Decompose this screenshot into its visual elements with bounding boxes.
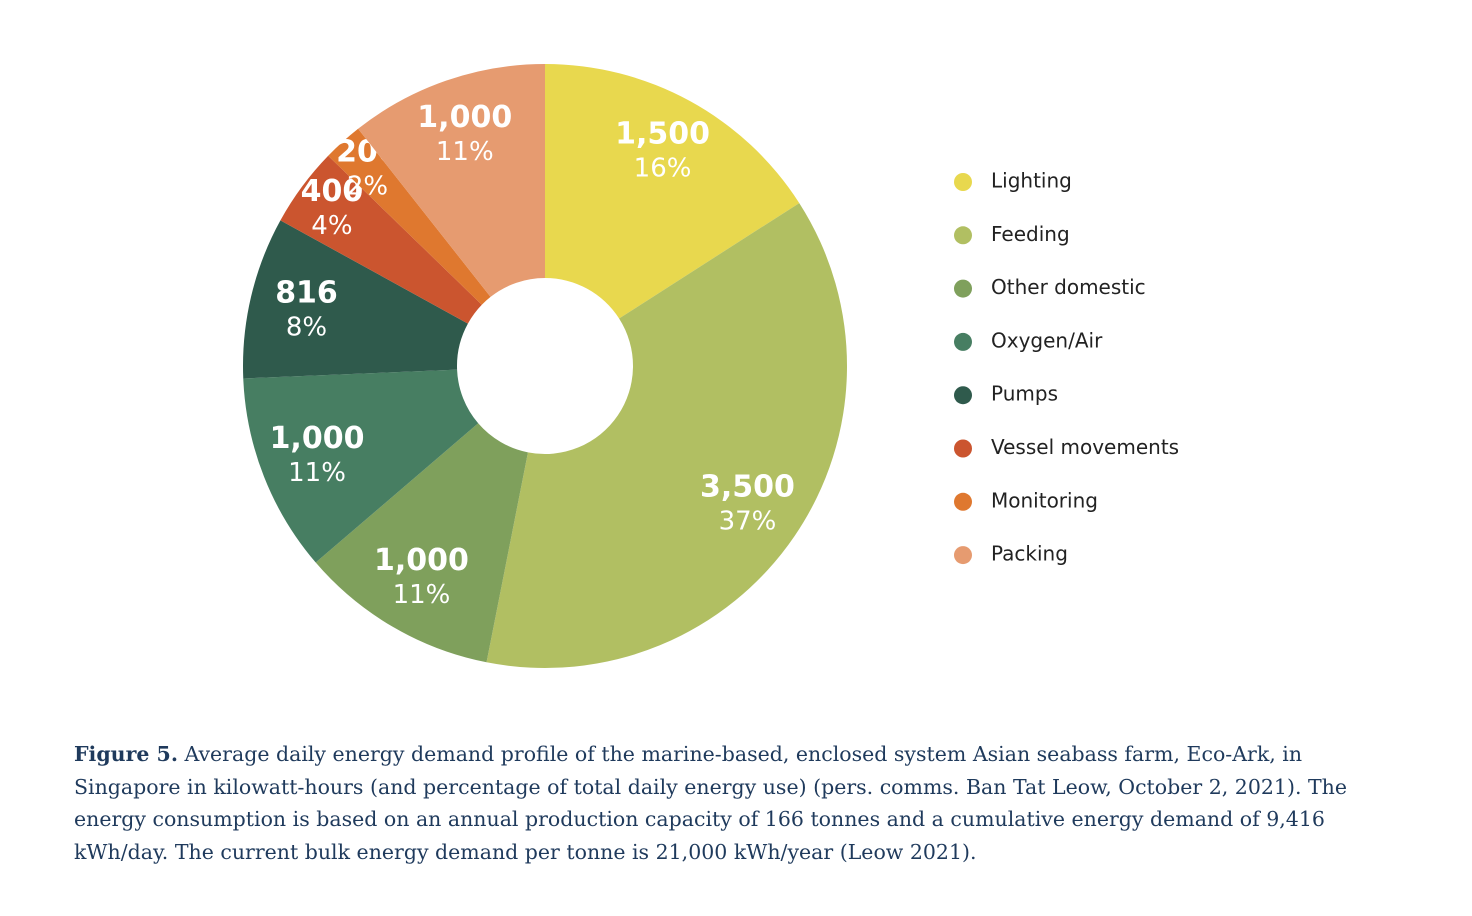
caption: Average daily energy demand profile of t… (74, 742, 1347, 864)
legend-marker (954, 173, 972, 191)
value-label: 1,000 (417, 100, 512, 135)
percent-label: 16% (634, 154, 692, 184)
legend-marker (954, 492, 972, 511)
slice (545, 64, 800, 319)
legend-label: Monitoring (991, 488, 1098, 512)
legend-label: Lighting (991, 169, 1072, 193)
slice (243, 220, 468, 379)
legend-label: Pumps (991, 382, 1058, 406)
slice (315, 423, 528, 663)
value-label: 1,000 (270, 421, 365, 456)
percent-label: 2% (347, 172, 388, 202)
legend-label: Packing (991, 542, 1068, 566)
legend-label: Feeding (991, 222, 1070, 246)
slice (243, 369, 479, 563)
slice (358, 64, 545, 297)
slice (328, 128, 491, 305)
legend-marker (954, 279, 972, 298)
legend-marker (954, 439, 972, 458)
legend-label: Other domestic (991, 275, 1146, 299)
value-label: 1,000 (374, 543, 469, 578)
value-label: 3,500 (700, 469, 795, 504)
percent-label: 37% (719, 506, 777, 536)
percent-label: 11% (393, 580, 451, 610)
legend-marker (954, 226, 972, 245)
value-label: 816 (275, 275, 338, 310)
legend-marker (954, 332, 972, 351)
percent-label: 11% (436, 137, 494, 167)
percent-label: 11% (288, 458, 346, 488)
legend-marker (954, 386, 972, 405)
percent-label: 4% (311, 211, 352, 241)
value-label: 400 (301, 174, 364, 209)
caption-label: Figure 5. (74, 742, 178, 766)
legend-label: Oxygen/Air (991, 328, 1103, 352)
chart: 1,50016%3,50037%1,00011%1,00011%8168%400… (243, 64, 1179, 668)
percent-label: 8% (286, 312, 327, 342)
legend-label: Vessel movements (991, 435, 1179, 459)
slice (486, 203, 848, 668)
legend-marker (954, 546, 972, 565)
caption-block: Figure 5. Average daily energy demand pr… (74, 738, 1374, 868)
value-label: 1,500 (615, 117, 710, 152)
slice (280, 155, 482, 324)
